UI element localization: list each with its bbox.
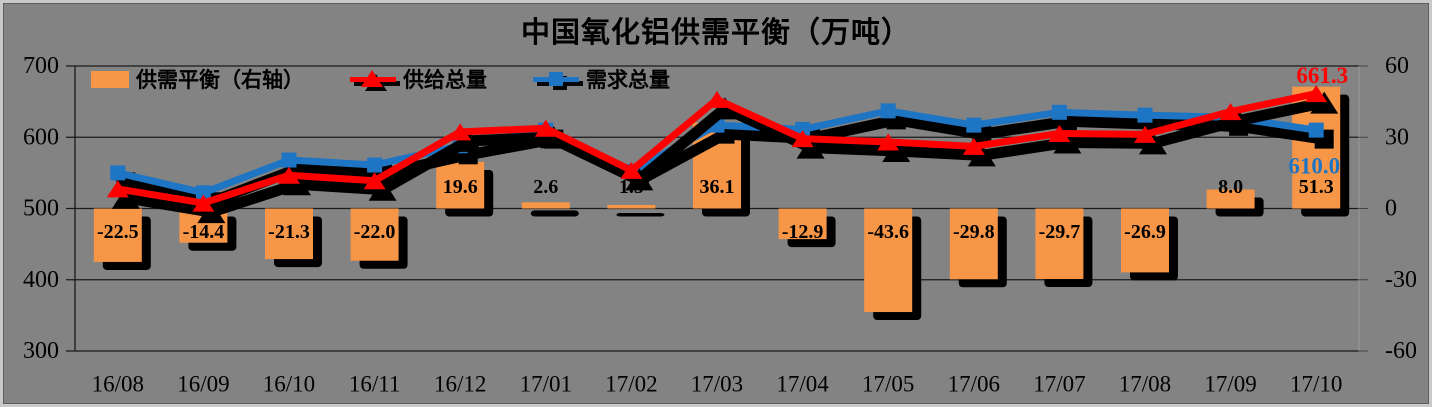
balance-bar-label: -29.7 [1039, 221, 1081, 243]
left-axis-tick: 600 [23, 124, 59, 150]
chart-title: 中国氧化铝供需平衡（万吨） [520, 15, 911, 49]
right-axis-tick: -60 [1385, 338, 1417, 364]
balance-bar [864, 208, 913, 313]
x-axis-label: 16/09 [177, 372, 229, 397]
demand-square-icon [549, 72, 563, 86]
balance-bar [350, 208, 399, 261]
right-axis-tick: 30 [1385, 124, 1409, 150]
x-axis-label: 17/09 [1204, 372, 1256, 397]
supply-shadow [111, 91, 1339, 224]
right-axis-tick: 60 [1385, 53, 1409, 79]
x-axis-label: 16/11 [349, 372, 401, 397]
left-axis-tick: 700 [23, 53, 59, 79]
legend-label-supply: 供给总量 [403, 68, 487, 92]
demand-endpoint-label: 610.0 [1288, 154, 1340, 179]
left-axis-tick: 300 [23, 338, 59, 364]
balance-bar-label: -26.9 [1124, 221, 1166, 243]
balance-bar [265, 208, 313, 260]
balance-bar-label: 51.3 [1299, 176, 1334, 198]
x-axis-label: 16/12 [434, 372, 486, 397]
balance-bar-label: -21.3 [268, 221, 310, 243]
balance-bar-label: -22.0 [354, 221, 396, 243]
left-axis-tick: 400 [23, 267, 59, 293]
legend-label-balance: 供需平衡（右轴） [136, 68, 304, 92]
legend-item-balance: 供需平衡（右轴） [91, 64, 304, 94]
bar-labels: -22.5-14.4-21.3-22.019.62.61.536.1-12.9-… [97, 176, 1334, 243]
x-axis-label: 17/05 [862, 372, 914, 397]
supply-triangle-marker-icon [350, 69, 396, 89]
x-axis-label: 16/08 [92, 372, 144, 397]
right-axis-tick: 0 [1385, 196, 1397, 222]
right-axis-tick: -30 [1385, 267, 1417, 293]
legend-item-demand: 需求总量 [533, 64, 670, 94]
balance-bar-label: 36.1 [700, 176, 735, 198]
x-axis-label: 16/10 [263, 372, 315, 397]
balance-bar-label: -14.4 [183, 221, 225, 243]
balance-bar-label: -22.5 [97, 221, 139, 243]
balance-bar [607, 204, 656, 209]
balance-bar-label: 2.6 [533, 176, 558, 198]
x-axis-label: 17/10 [1290, 372, 1342, 397]
x-axis-label: 17/06 [948, 372, 1000, 397]
demand-square-marker-icon [533, 69, 579, 89]
balance-bar [949, 208, 998, 280]
balance-bar [1121, 208, 1169, 273]
balance-bar-label: 8.0 [1218, 176, 1243, 198]
x-axis-label: 17/02 [605, 372, 657, 397]
balance-bar-label: -12.9 [782, 221, 824, 243]
legend-item-supply: 供给总量 [350, 64, 487, 94]
balance-bar [1206, 189, 1255, 209]
endpoint-annotations: 661.3 610.0 [1288, 63, 1348, 179]
balance-bar-label: -29.8 [953, 221, 995, 243]
balance-bar [778, 208, 827, 240]
x-axis-label: 17/01 [520, 372, 572, 397]
balance-bar-label: -43.6 [867, 221, 909, 243]
balance-bar [1035, 208, 1084, 280]
balance-bar [521, 202, 570, 209]
left-axis-tick: 500 [23, 196, 59, 222]
legend-label-demand: 需求总量 [586, 68, 670, 92]
balance-bar-label: 19.6 [443, 176, 478, 198]
x-axis-label: 17/08 [1119, 372, 1171, 397]
supply-endpoint-label: 661.3 [1296, 63, 1348, 88]
balance-bar-swatch-icon [91, 70, 129, 88]
supply-series [106, 85, 1328, 212]
supply-triangle-icon [361, 70, 383, 87]
chart-legend: 供需平衡（右轴） 供给总量 需求总量 [91, 64, 670, 94]
x-axis-label: 17/04 [776, 372, 829, 397]
balance-bar [93, 208, 142, 262]
balance-bar [436, 161, 485, 209]
x-axis-label: 17/07 [1033, 372, 1085, 397]
x-axis-label: 17/03 [691, 372, 743, 397]
